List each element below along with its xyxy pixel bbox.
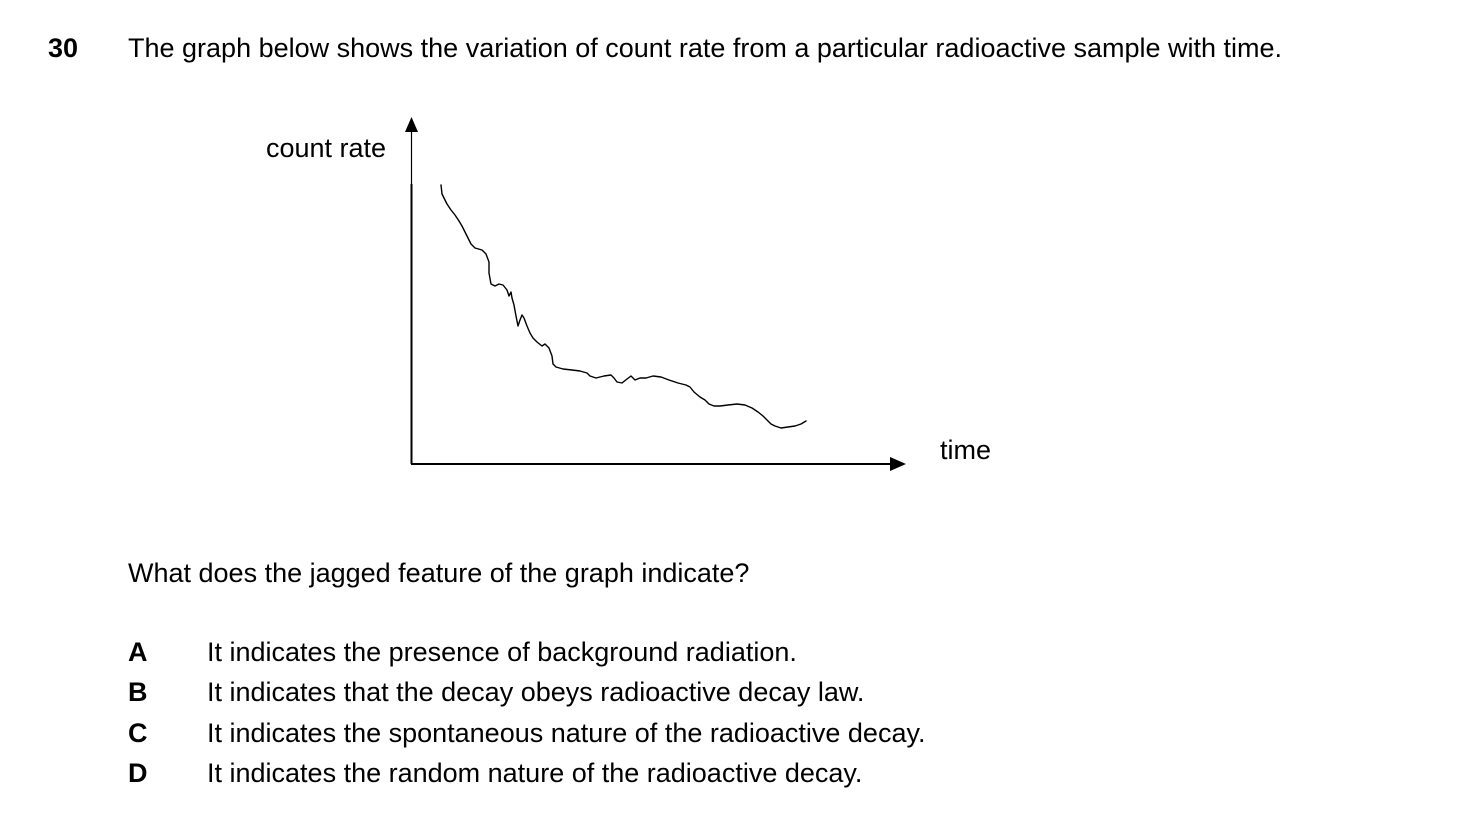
option-text: It indicates the presence of background … (207, 636, 797, 667)
option-a[interactable]: A It indicates the presence of backgroun… (128, 632, 925, 673)
option-d[interactable]: D It indicates the random nature of the … (128, 754, 925, 795)
option-letter: C (128, 717, 148, 748)
y-axis-arrow (405, 117, 418, 132)
question-prompt: What does the jagged feature of the grap… (128, 558, 750, 588)
y-axis-label: count rate (266, 133, 386, 163)
option-letter: B (128, 677, 148, 708)
option-letter: A (128, 636, 148, 667)
x-axis-label: time (940, 435, 991, 465)
question-stem: The graph below shows the variation of c… (128, 33, 1283, 63)
option-text: It indicates the spontaneous nature of t… (207, 717, 926, 748)
decay-curve (440, 184, 807, 429)
option-b[interactable]: B It indicates that the decay obeys radi… (128, 673, 925, 714)
option-text: It indicates the random nature of the ra… (207, 758, 863, 789)
option-letter: D (128, 758, 148, 789)
question-number: 30 (48, 33, 79, 63)
answer-options: A It indicates the presence of backgroun… (128, 632, 925, 794)
option-text: It indicates that the decay obeys radioa… (207, 677, 865, 708)
x-axis-arrow (890, 457, 906, 471)
option-c[interactable]: C It indicates the spontaneous nature of… (128, 713, 925, 754)
